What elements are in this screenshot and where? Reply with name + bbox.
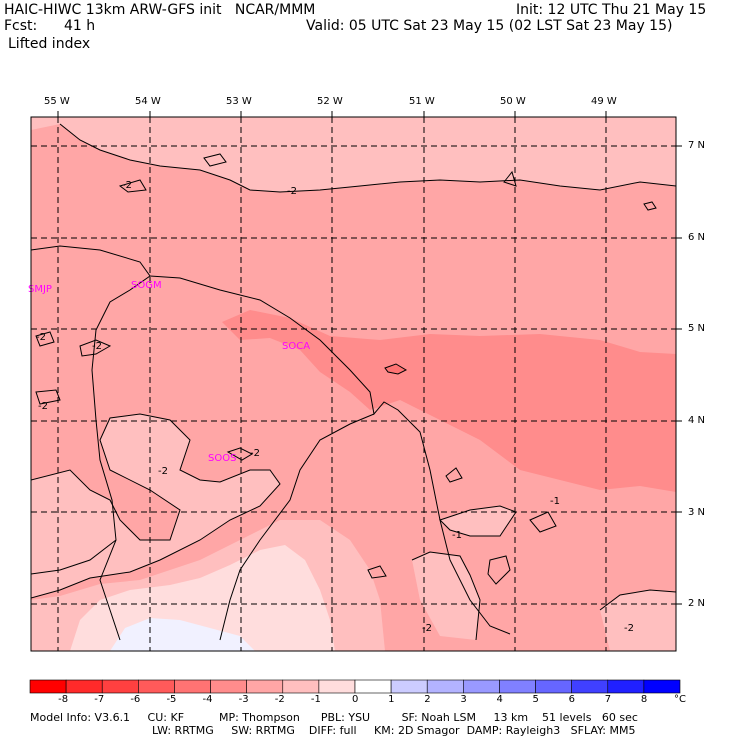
- colorbar-tick-label: 0: [352, 694, 359, 705]
- colorbar-tick-label: 6: [568, 694, 576, 705]
- colorbar-swatch: [65, 679, 103, 694]
- colorbar-tick-label: 3: [460, 694, 467, 705]
- colorbar-tick-label: -7: [94, 694, 105, 705]
- model-info-line1: Model Info: V3.6.1 CU: KF MP: Thompson P…: [30, 711, 638, 724]
- contour-label: -2: [422, 623, 432, 634]
- colorbar-swatch: [499, 679, 536, 694]
- model-title: HAIC-HIWC 13km ARW-GFS init NCAR/MMM: [4, 2, 316, 18]
- colorbar-swatch: [210, 679, 247, 694]
- contour-label: -2: [624, 623, 634, 634]
- colorbar-swatch: [174, 679, 211, 694]
- lat-label: 6 N: [688, 232, 706, 243]
- colorbar-tick-label: -1: [310, 694, 321, 705]
- colorbar-swatch: [354, 679, 392, 694]
- station-soca: SOCA: [282, 341, 310, 352]
- colorbar-swatch: [138, 679, 175, 694]
- colorbar-tick-label: 2: [424, 694, 431, 705]
- lat-lon-grid: [31, 117, 676, 651]
- forecast-hour: 41 h: [64, 18, 96, 34]
- lat-label: 2 N: [688, 598, 706, 609]
- colorbar-swatch: [571, 679, 609, 694]
- contour-labels: -2 -2 -2 -2 -2 -2 -2 -2 -1 -1 -2: [36, 180, 634, 634]
- contour-label: -2: [158, 466, 168, 477]
- lon-tick-marks: [57, 111, 607, 117]
- model-info-line2: LW: RRTMG SW: RRTMG DIFF: full KM: 2D Sm…: [152, 724, 636, 737]
- coastline-borders: [31, 245, 511, 641]
- lon-label: 53 W: [226, 96, 252, 107]
- contour-label: -2: [250, 448, 260, 459]
- station-smjp: SMJP: [28, 284, 52, 295]
- colorbar-swatch: [29, 679, 67, 694]
- colorbar: [29, 679, 681, 694]
- colorbar-swatch: [390, 679, 428, 694]
- colorbar-tick-label: -4: [202, 694, 213, 705]
- colorbar-swatch: [535, 679, 572, 694]
- colorbar-swatch: [101, 679, 139, 694]
- colorbar-tick-label: -3: [238, 694, 249, 705]
- colorbar-swatch: [643, 679, 681, 694]
- colorbar-tick-label: 8: [640, 694, 648, 705]
- colorbar-tick-label: -8: [58, 694, 69, 705]
- map-frame: [30, 116, 677, 652]
- colorbar-swatch: [463, 679, 500, 694]
- station-labels: SMJP SOGM SOCA SOOS: [28, 280, 310, 464]
- lon-label: 52 W: [317, 96, 343, 107]
- colorbar-swatch: [318, 679, 356, 694]
- station-soos: SOOS: [208, 453, 236, 464]
- shaded-field: [31, 117, 676, 651]
- contour-label: -2: [38, 401, 48, 412]
- contour-lines: [31, 123, 676, 641]
- contour-label: -2: [287, 186, 297, 197]
- colorbar-tick-label: 7: [604, 694, 612, 705]
- colorbar-tick-label: 5: [532, 694, 539, 705]
- lat-label: 7 N: [688, 140, 706, 151]
- colorbar-tick-label: -6: [130, 694, 141, 705]
- lon-label: 50 W: [500, 96, 526, 107]
- contour-label: -1: [452, 530, 462, 541]
- init-time: Init: 12 UTC Thu 21 May 15: [516, 2, 707, 18]
- lat-tick-marks: [676, 145, 682, 605]
- lat-label: 4 N: [688, 415, 706, 426]
- station-sogm: SOGM: [131, 280, 162, 291]
- valid-time: Valid: 05 UTC Sat 23 May 15 (02 LST Sat …: [306, 18, 673, 34]
- colorbar-tick-label: -2: [274, 694, 285, 705]
- contour-label: -1: [550, 496, 560, 507]
- colorbar-tick-label: 4: [496, 694, 503, 705]
- contour-label: -2: [92, 341, 102, 352]
- colorbar-tick-label: 1: [388, 694, 395, 705]
- colorbar-unit: °C: [674, 694, 686, 705]
- colorbar-tick-label: -5: [166, 694, 177, 705]
- lon-label: 55 W: [44, 96, 70, 107]
- contour-label: -2: [122, 180, 132, 191]
- field-name: Lifted index: [8, 36, 91, 52]
- colorbar-swatch: [607, 679, 645, 694]
- colorbar-swatch: [246, 679, 284, 694]
- lon-label: 54 W: [135, 96, 161, 107]
- colorbar-swatch: [426, 679, 464, 694]
- lat-label: 3 N: [688, 507, 706, 518]
- lon-label: 49 W: [591, 96, 617, 107]
- lat-label: 5 N: [688, 323, 706, 334]
- lon-label: 51 W: [409, 96, 435, 107]
- colorbar-swatch: [282, 679, 320, 694]
- contour-label: -2: [36, 332, 46, 343]
- forecast-label: Fcst:: [4, 18, 38, 34]
